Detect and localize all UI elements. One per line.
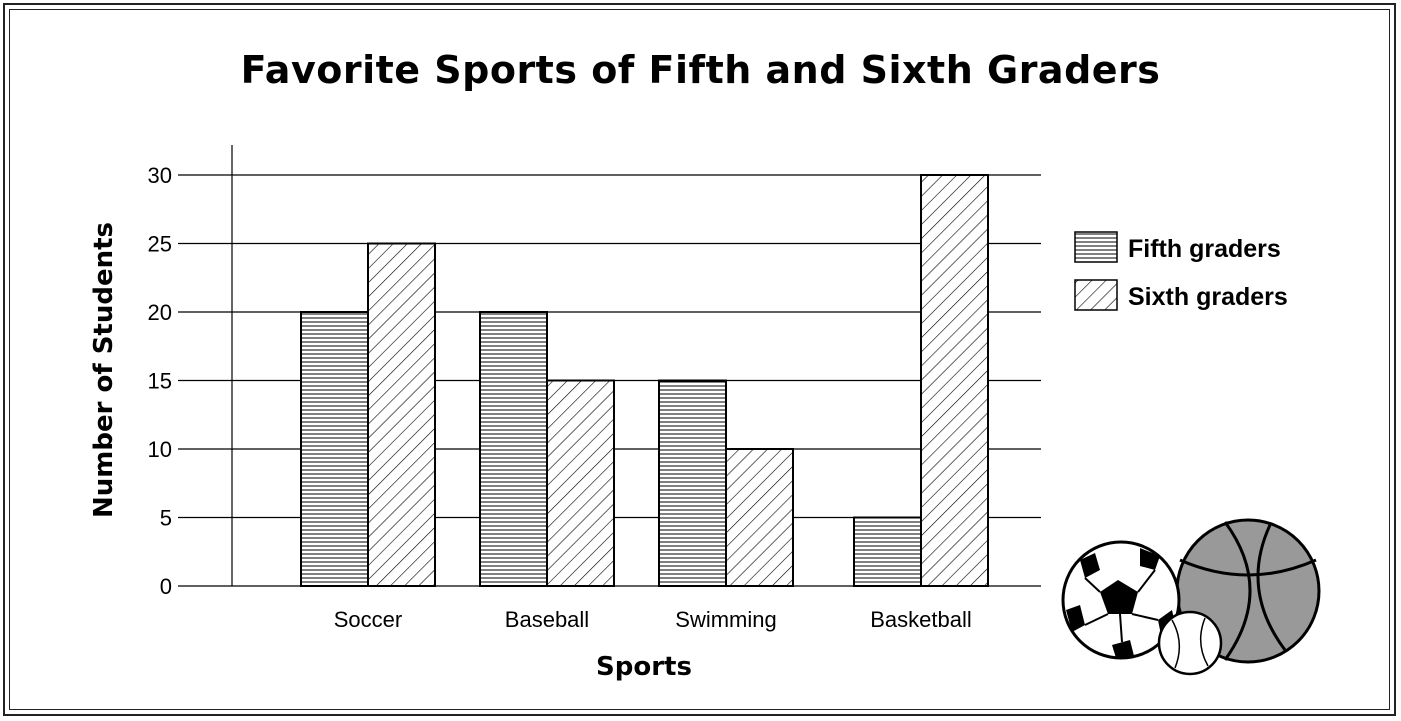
y-tick-label: 10 bbox=[148, 437, 172, 462]
legend: Fifth graders Sixth graders bbox=[1074, 231, 1288, 311]
y-tick-label: 30 bbox=[148, 163, 172, 188]
x-tick-label: Swimming bbox=[675, 607, 776, 632]
legend-swatch bbox=[1074, 279, 1118, 311]
chart-title: Favorite Sports of Fifth and Sixth Grade… bbox=[240, 48, 1161, 92]
inner-frame bbox=[9, 9, 1390, 710]
y-tick-label: 0 bbox=[160, 574, 172, 599]
bar-fifth-graders-swimming bbox=[658, 379, 727, 587]
bar-sixth-graders-soccer bbox=[367, 242, 436, 587]
y-tick-label: 25 bbox=[148, 232, 172, 257]
y-tick-label: 15 bbox=[148, 369, 172, 394]
bar-sixth-graders-swimming bbox=[725, 448, 794, 587]
bar-sixth-graders-baseball bbox=[546, 379, 615, 587]
y-axis-label: Number of Students bbox=[89, 222, 119, 518]
bars bbox=[300, 174, 989, 587]
bar-fifth-graders-baseball bbox=[479, 311, 548, 587]
sports-balls-icon bbox=[1061, 518, 1321, 676]
y-tick-label: 5 bbox=[160, 506, 172, 531]
x-tick-label: Baseball bbox=[505, 607, 589, 632]
x-tick-labels: Soccer Baseball Swimming Basketball bbox=[334, 607, 972, 632]
bar-fifth-graders-soccer bbox=[300, 311, 369, 587]
bar-sixth-graders-basketball bbox=[920, 174, 989, 587]
legend-swatch bbox=[1074, 231, 1118, 263]
y-tick-label: 20 bbox=[148, 300, 172, 325]
x-tick-label: Basketball bbox=[870, 607, 972, 632]
legend-label: Sixth graders bbox=[1128, 283, 1288, 311]
x-tick-label: Soccer bbox=[334, 607, 402, 632]
legend-label: Fifth graders bbox=[1128, 235, 1281, 263]
bar-fifth-graders-basketball bbox=[853, 516, 922, 587]
x-axis-label: Sports bbox=[596, 652, 692, 682]
outer-frame bbox=[3, 3, 1396, 716]
y-tick-labels: 0 5 10 15 20 25 30 bbox=[148, 163, 172, 599]
